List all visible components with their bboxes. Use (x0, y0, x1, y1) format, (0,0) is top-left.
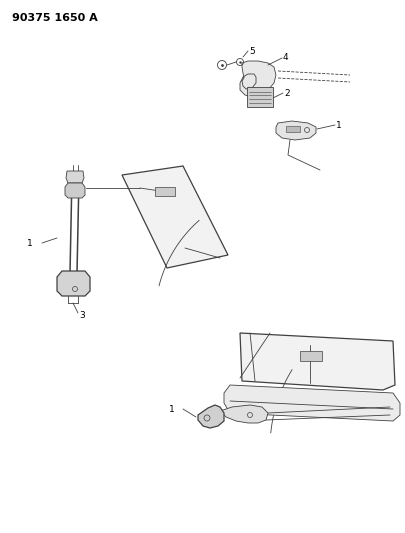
Polygon shape (122, 166, 228, 268)
Bar (300, 351, 322, 361)
Polygon shape (224, 385, 400, 421)
Polygon shape (240, 61, 276, 97)
Polygon shape (198, 405, 224, 428)
Polygon shape (220, 405, 268, 423)
Text: 1: 1 (169, 405, 175, 414)
Text: 2: 2 (284, 88, 290, 98)
Text: 4: 4 (283, 53, 289, 62)
Bar (286, 126, 300, 132)
Polygon shape (57, 271, 90, 296)
Polygon shape (276, 121, 316, 140)
Bar (155, 187, 175, 196)
Text: 1: 1 (336, 120, 342, 130)
Bar (247, 87, 273, 107)
Text: 5: 5 (249, 46, 255, 55)
Polygon shape (240, 333, 395, 390)
Polygon shape (66, 171, 84, 183)
Text: 3: 3 (79, 311, 85, 319)
Text: 1: 1 (27, 238, 33, 247)
Polygon shape (65, 183, 85, 198)
Text: 90375 1650 A: 90375 1650 A (12, 13, 98, 23)
